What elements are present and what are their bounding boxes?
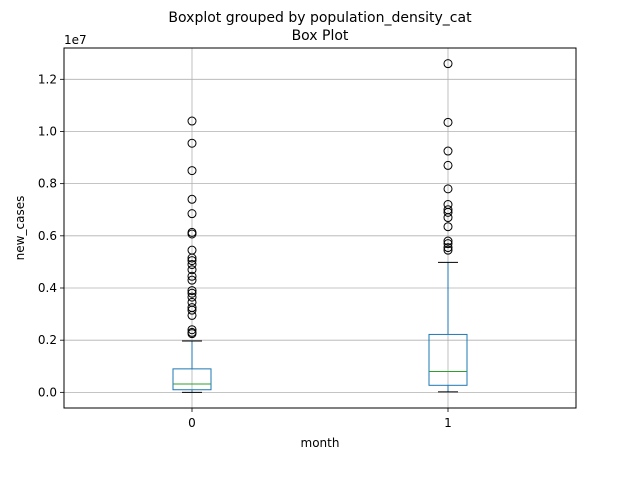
outlier-point	[187, 260, 197, 270]
box-iqr	[428, 333, 468, 386]
chart-title: Box Plot	[292, 28, 349, 44]
outlier-point	[187, 253, 197, 263]
y-tick-label: 0.8	[38, 177, 57, 191]
outlier-point	[187, 116, 197, 126]
outlier-point	[443, 160, 453, 170]
outlier-point	[187, 305, 197, 315]
outlier-point	[187, 292, 197, 302]
y-offset-label: 1e7	[64, 33, 87, 47]
y-tick-label: 0.2	[38, 333, 57, 347]
outlier-point	[187, 138, 197, 148]
outlier-point	[443, 245, 453, 255]
outlier-point	[187, 256, 197, 266]
outlier-point	[443, 213, 453, 223]
y-tick-label: 0.6	[38, 229, 57, 243]
outlier-point	[187, 275, 197, 285]
y-tick-label: 1.0	[38, 124, 57, 138]
outlier-point	[187, 209, 197, 219]
y-axis-label: new_cases	[13, 196, 27, 261]
outlier-point	[187, 288, 197, 298]
y-tick-label: 1.2	[38, 72, 57, 86]
outlier-point	[443, 207, 453, 217]
outlier-point	[187, 286, 197, 296]
outlier-point	[443, 236, 453, 246]
grid-layer	[64, 48, 576, 408]
plot-layer	[172, 59, 468, 393]
outlier-point	[443, 243, 453, 253]
x-axis-label: month	[301, 436, 340, 450]
outlier-point	[443, 117, 453, 127]
tick-layer: 0.0 0.2 0.4 0.6 0.8 1.0 1.2 0 1	[38, 72, 452, 430]
outlier-point	[187, 325, 197, 335]
x-tick-label: 1	[444, 416, 452, 430]
outlier-point	[443, 184, 453, 194]
outlier-point	[443, 59, 453, 69]
outlier-point	[187, 310, 197, 320]
outlier-point	[443, 146, 453, 156]
outlier-point	[187, 229, 197, 239]
outlier-point	[187, 194, 197, 204]
outlier-point	[443, 239, 453, 249]
outlier-point	[443, 222, 453, 232]
y-tick-label: 0.4	[38, 281, 57, 295]
outlier-point	[187, 271, 197, 281]
outlier-point	[187, 166, 197, 176]
axes-frame	[63, 47, 577, 409]
chart-suptitle: Boxplot grouped by population_density_ca…	[168, 10, 472, 26]
box-iqr	[172, 368, 212, 391]
outlier-point	[187, 329, 197, 339]
y-tick-label: 0.0	[38, 385, 57, 399]
x-tick-label: 0	[188, 416, 196, 430]
outlier-point	[187, 265, 197, 275]
